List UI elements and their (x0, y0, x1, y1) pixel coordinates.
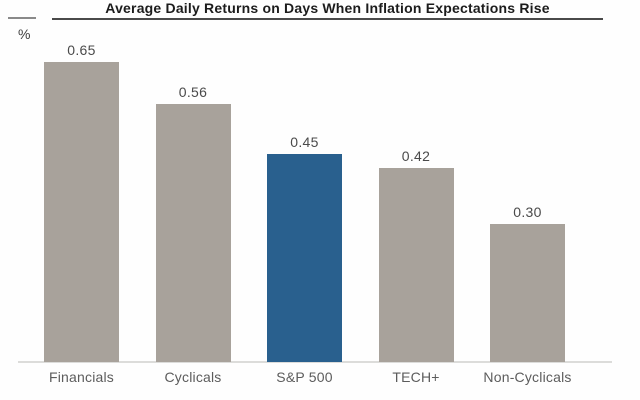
bar-non-cyclicals (490, 224, 565, 362)
bar-s-p-500 (267, 154, 342, 362)
category-label-s-p-500: S&P 500 (276, 369, 333, 385)
y-axis-unit-label: % (18, 26, 31, 42)
value-label-cyclicals: 0.56 (178, 84, 208, 100)
value-label-non-cyclicals: 0.30 (513, 204, 542, 220)
category-label-non-cyclicals: Non-Cyclicals (483, 369, 572, 385)
category-label-financials: Financials (48, 369, 115, 385)
value-label-s-p-500: 0.45 (290, 134, 319, 150)
category-label-tech: TECH+ (392, 369, 440, 385)
bar-cyclicals (155, 104, 231, 362)
y-axis-tick-line (8, 17, 36, 19)
chart-title: Average Daily Returns on Days When Infla… (52, 1, 603, 20)
value-label-financials: 0.65 (67, 42, 96, 58)
bar-financials (44, 62, 119, 362)
category-label-cyclicals: Cyclicals (164, 369, 222, 385)
x-axis-baseline (18, 361, 612, 363)
value-label-tech: 0.42 (401, 148, 431, 164)
bar-tech (378, 168, 454, 362)
